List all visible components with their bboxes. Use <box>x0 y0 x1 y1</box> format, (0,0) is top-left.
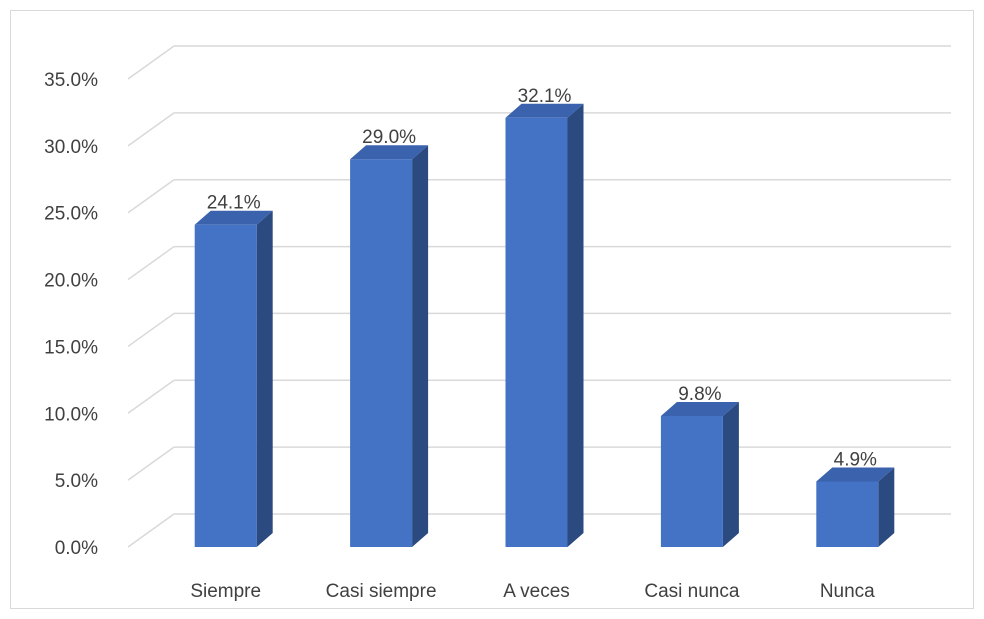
y-tick-label: 5.0% <box>55 471 98 492</box>
bar-side <box>567 103 584 547</box>
gridline-side <box>127 513 175 548</box>
y-tick-label: 0.0% <box>55 538 98 559</box>
x-category-label: Nunca <box>820 581 875 602</box>
gridline-side <box>127 179 175 214</box>
bar-side <box>722 401 739 547</box>
bar-side <box>878 467 895 547</box>
bar-top <box>194 210 273 225</box>
data-label: 29.0% <box>362 127 416 148</box>
bar <box>350 159 413 547</box>
y-tick-label: 25.0% <box>44 204 98 225</box>
bar-top <box>350 145 429 160</box>
bar-side <box>412 145 429 547</box>
bar-top <box>660 401 739 416</box>
bar-top <box>505 103 584 118</box>
gridline-side <box>127 245 175 281</box>
x-category-label: Siempre <box>190 581 261 602</box>
bar <box>505 117 568 547</box>
y-tick-label: 10.0% <box>44 404 98 425</box>
chart-frame <box>10 10 974 609</box>
bars <box>194 103 895 547</box>
data-labels: 24.1% 29.0% 32.1% 9.8% 4.9% <box>207 86 877 471</box>
gridline-side <box>127 112 175 147</box>
y-tick-label: 15.0% <box>44 337 98 358</box>
data-label: 4.9% <box>834 449 877 470</box>
y-tick-label: 30.0% <box>44 137 98 158</box>
bar <box>194 224 257 547</box>
gridline-side <box>127 312 175 348</box>
x-category-label: A veces <box>503 581 570 602</box>
bar-side <box>256 210 273 547</box>
bar <box>816 481 879 547</box>
x-category-label: Casi nunca <box>644 581 739 602</box>
y-axis-tick-labels: 0.0% 5.0% 10.0% 15.0% 20.0% 25.0% 30.0% 35.0% <box>44 70 98 559</box>
bar <box>660 415 723 547</box>
y-tick-label: 20.0% <box>44 271 98 292</box>
data-label: 24.1% <box>207 193 261 214</box>
gridline-side <box>127 379 175 414</box>
x-category-label: Casi siempre <box>326 581 437 602</box>
data-label: 32.1% <box>518 86 572 107</box>
y-tick-label: 35.0% <box>44 70 98 91</box>
x-axis-category-labels: Siempre Casi siempre A veces Casi nunca Nunc… <box>190 581 875 602</box>
bar-top <box>816 467 895 482</box>
gridline-side <box>127 45 175 80</box>
data-label: 9.8% <box>678 384 721 405</box>
gridline-side <box>127 446 175 481</box>
